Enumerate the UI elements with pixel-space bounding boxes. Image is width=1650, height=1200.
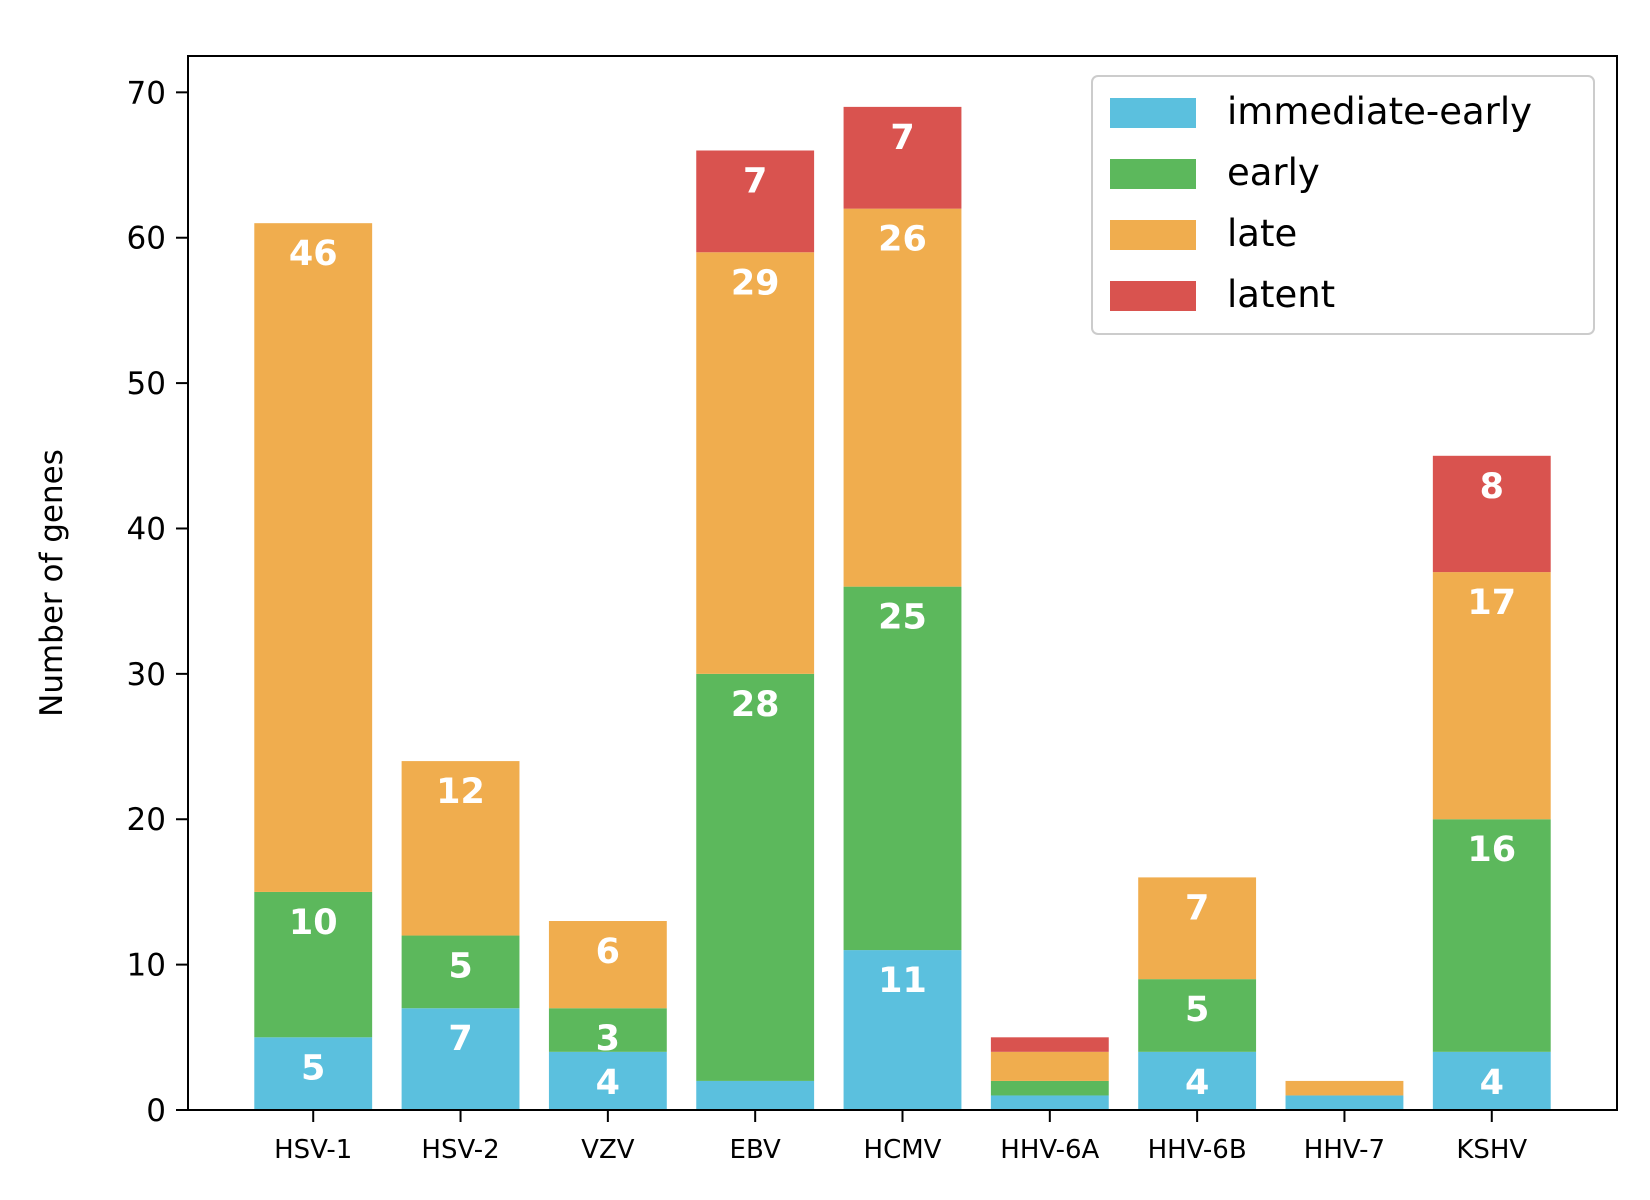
bar-segment-immediate-early-VZV bbox=[548, 1051, 667, 1110]
bar-segment-latent-KSHV bbox=[1432, 455, 1551, 573]
bars-layer bbox=[254, 106, 1551, 1110]
legend-frame bbox=[1091, 75, 1595, 335]
x-axis: HSV-1 HSV-2 VZV EBV HCMV HHV-6A HHV-6B HHV-7 KSH… bbox=[274, 1110, 1527, 1165]
bar-value-label: 12 bbox=[436, 772, 485, 812]
bar-segment-immediate-early-EBV bbox=[696, 1080, 815, 1110]
bar-segment-early-VZV bbox=[548, 1008, 667, 1052]
legend-swatch-latent bbox=[1110, 281, 1196, 311]
bar-value-label: 16 bbox=[1467, 830, 1516, 870]
bar-segment-early-EBV bbox=[696, 673, 815, 1081]
bar-segment-early-HSV-1 bbox=[254, 891, 373, 1038]
bar-value-label: 46 bbox=[289, 234, 338, 274]
bar-value-label: 11 bbox=[878, 961, 927, 1001]
bar-value-label: 3 bbox=[596, 1019, 620, 1059]
bar-segment-early-HCMV bbox=[843, 586, 962, 951]
x-tick-label: VZV bbox=[581, 1135, 635, 1165]
bar-value-label: 7 bbox=[743, 161, 767, 201]
bar-segment-late-HCMV bbox=[843, 208, 962, 587]
bar-segment-late-HHV-6A bbox=[990, 1051, 1109, 1081]
bar-value-label: 29 bbox=[731, 263, 780, 303]
legend-label-late: late bbox=[1227, 212, 1297, 255]
y-tick-label: 60 bbox=[127, 221, 166, 257]
bar-value-label: 5 bbox=[301, 1048, 325, 1088]
bar-segment-late-HHV-7 bbox=[1285, 1080, 1404, 1096]
x-tick-label: HSV-2 bbox=[421, 1135, 499, 1165]
x-tick-label: HHV-6B bbox=[1148, 1135, 1247, 1165]
legend-swatch-late bbox=[1110, 220, 1196, 250]
bar-value-label: 5 bbox=[1185, 990, 1209, 1030]
y-tick-label: 10 bbox=[127, 948, 166, 984]
y-tick-label: 40 bbox=[127, 511, 166, 547]
y-tick-label: 50 bbox=[127, 366, 166, 402]
bar-value-label: 4 bbox=[1480, 1063, 1504, 1103]
bar-segment-immediate-early-KSHV bbox=[1432, 1051, 1551, 1110]
bar-segment-latent-EBV bbox=[696, 150, 815, 253]
bar-value-label: 4 bbox=[1185, 1063, 1209, 1103]
bar-segment-late-HHV-6B bbox=[1138, 877, 1257, 980]
bar-value-label: 17 bbox=[1467, 583, 1516, 623]
bar-segment-early-HHV-6B bbox=[1138, 979, 1257, 1052]
y-tick-label: 0 bbox=[146, 1093, 166, 1129]
x-tick-label: HHV-6A bbox=[1000, 1135, 1099, 1165]
legend-swatch-immediate-early bbox=[1110, 98, 1196, 128]
bar-segment-immediate-early-HSV-2 bbox=[401, 1008, 520, 1110]
bar-segment-latent-HCMV bbox=[843, 106, 962, 209]
bar-value-label: 8 bbox=[1480, 467, 1504, 507]
bar-segment-late-HSV-1 bbox=[254, 223, 373, 892]
bar-value-label: 6 bbox=[596, 932, 620, 972]
bar-value-label: 25 bbox=[878, 598, 927, 638]
bar-value-label: 7 bbox=[448, 1019, 472, 1059]
bar-segment-immediate-early-HHV-6A bbox=[990, 1095, 1109, 1110]
bar-segment-late-VZV bbox=[548, 921, 667, 1009]
bar-value-label: 4 bbox=[596, 1063, 620, 1103]
x-tick-label: KSHV bbox=[1456, 1135, 1527, 1165]
bar-segment-immediate-early-HHV-7 bbox=[1285, 1095, 1404, 1110]
bar-segment-immediate-early-HHV-6B bbox=[1138, 1051, 1257, 1110]
bar-value-label: 28 bbox=[731, 685, 780, 725]
legend-label-latent: latent bbox=[1227, 273, 1335, 316]
bar-value-label: 7 bbox=[1185, 888, 1209, 928]
y-tick-label: 30 bbox=[127, 657, 166, 693]
x-tick-label: HSV-1 bbox=[274, 1135, 352, 1165]
legend-label-immediate-early: immediate-early bbox=[1227, 90, 1532, 133]
bar-segment-late-EBV bbox=[696, 252, 815, 674]
bar-segment-immediate-early-HSV-1 bbox=[254, 1037, 373, 1110]
bar-segment-latent-HHV-6A bbox=[990, 1037, 1109, 1052]
bar-value-label: 7 bbox=[890, 118, 914, 158]
bar-segment-immediate-early-HCMV bbox=[843, 950, 962, 1110]
bar-segment-late-HSV-2 bbox=[401, 761, 520, 936]
bar-value-label: 10 bbox=[289, 903, 338, 943]
bar-segment-early-KSHV bbox=[1432, 819, 1551, 1052]
bar-segment-early-HSV-2 bbox=[401, 935, 520, 1009]
legend-swatch-early bbox=[1110, 159, 1196, 189]
legend: immediate-early early late latent bbox=[1091, 75, 1595, 335]
y-axis: 0 10 20 30 40 50 60 70 bbox=[127, 75, 188, 1129]
y-axis-label: Number of genes bbox=[34, 449, 70, 717]
bar-segment-early-HHV-6A bbox=[990, 1080, 1109, 1096]
x-tick-label: EBV bbox=[730, 1135, 781, 1165]
y-tick-label: 20 bbox=[127, 802, 166, 838]
bar-segment-late-KSHV bbox=[1432, 572, 1551, 820]
bar-value-label: 26 bbox=[878, 220, 927, 260]
legend-label-early: early bbox=[1227, 151, 1320, 194]
y-tick-label: 70 bbox=[127, 75, 166, 111]
x-tick-label: HHV-7 bbox=[1304, 1135, 1385, 1165]
bar-value-label: 5 bbox=[448, 947, 472, 987]
x-tick-label: HCMV bbox=[864, 1135, 942, 1165]
